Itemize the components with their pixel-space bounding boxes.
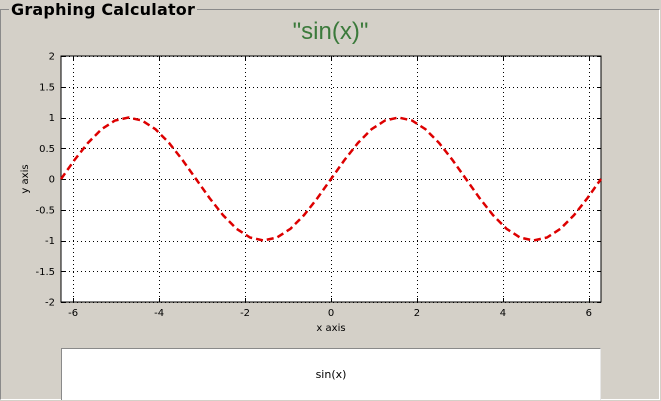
y-tick-label: -0.5 (35, 205, 55, 216)
series-line (59, 116, 603, 242)
plot-title: "sin(x)" (292, 18, 369, 45)
x-tick-label: 6 (586, 308, 592, 319)
y-tick-label: 1.5 (39, 82, 55, 93)
x-tick-label: -2 (240, 308, 250, 319)
y-axis-label: y axis (20, 164, 31, 193)
y-tick-label: 0.5 (39, 144, 55, 155)
y-tick-labels: -2 -1.5 -1 -0.5 0 0.5 1 1.5 2 (35, 52, 55, 309)
expression-input[interactable]: sin(x) (61, 348, 601, 400)
series-layer (59, 116, 603, 242)
grid (61, 56, 601, 303)
expression-text: sin(x) (315, 368, 347, 381)
y-tick-label: -2 (45, 298, 55, 309)
y-tick-label: 2 (49, 52, 55, 63)
x-tick-labels: -6 -4 -2 0 2 4 6 (68, 308, 592, 319)
y-tick-label: -1 (45, 236, 55, 247)
y-tick-label: 1 (49, 113, 55, 124)
panel-title: Graphing Calculator (9, 0, 198, 19)
x-tick-label: -4 (154, 308, 164, 319)
y-tick-label: -1.5 (35, 267, 55, 278)
x-axis-label: x axis (316, 323, 345, 334)
x-tick-label: 0 (328, 308, 334, 319)
y-tick-label: 0 (49, 175, 55, 186)
x-tick-label: 4 (500, 308, 506, 319)
x-tick-label: 2 (414, 308, 420, 319)
x-tick-label: -6 (68, 308, 78, 319)
